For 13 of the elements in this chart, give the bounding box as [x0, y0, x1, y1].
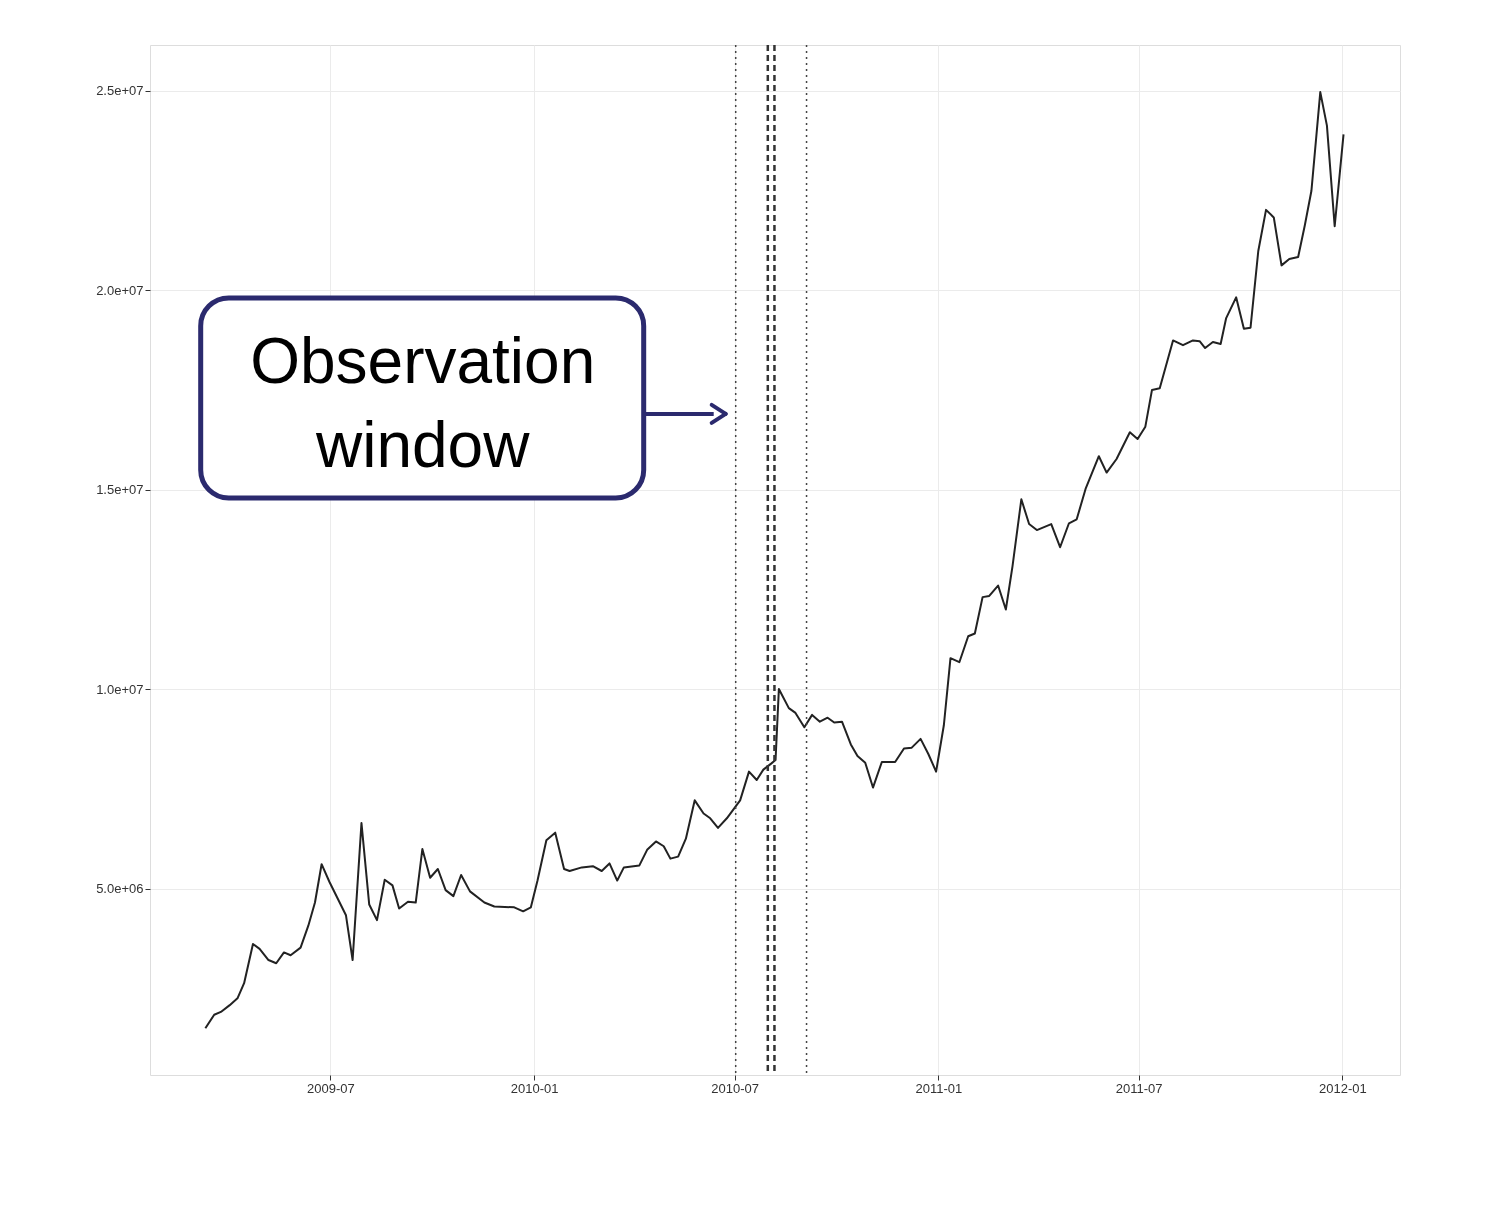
- annotation: Observation window: [250, 324, 596, 481]
- y-tick-label: 2.0e+07: [96, 282, 144, 298]
- x-tick-label: 2012-01: [1319, 1080, 1367, 1096]
- x-tick-label: 2010-07: [711, 1080, 759, 1096]
- y-tick-label: 1.0e+07: [96, 681, 144, 697]
- x-tick-label: 2011-01: [915, 1080, 963, 1096]
- x-tick-label: 2011-07: [1115, 1080, 1163, 1096]
- x-tick-label: 2009-07: [307, 1080, 355, 1096]
- line-series: [204, 91, 1345, 1030]
- y-tick-label: 5.0e+06: [96, 881, 144, 897]
- y-tick-label: 1.5e+07: [96, 482, 144, 498]
- y-tick-label: 2.5e+07: [96, 83, 144, 99]
- x-tick-label: 2010-01: [510, 1080, 559, 1096]
